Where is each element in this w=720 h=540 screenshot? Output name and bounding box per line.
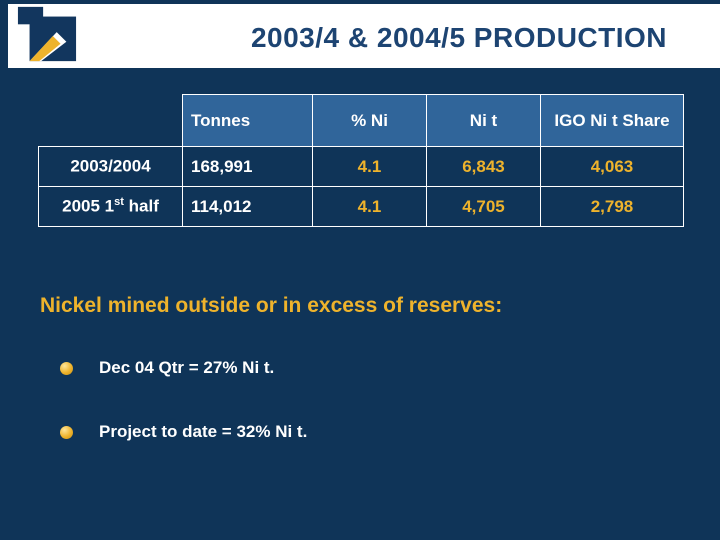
cell-ni-t: 6,843 (426, 146, 541, 187)
cell-igo-share: 4,063 (540, 146, 684, 187)
bullet-list: Dec 04 Qtr = 27% Ni t. Project to date =… (60, 358, 307, 486)
production-table: Tonnes % Ni Ni t IGO Ni t Share 2003/200… (38, 94, 684, 227)
bullet-icon (60, 425, 73, 439)
col-header-pct-ni: % Ni (312, 94, 427, 147)
col-header-igo-share: IGO Ni t Share (540, 94, 684, 147)
cell-igo-share: 2,798 (540, 186, 684, 227)
row-label-2005-1st-half: 2005 1st half (38, 186, 183, 227)
col-header-ni-t: Ni t (426, 94, 541, 147)
col-header-tonnes: Tonnes (182, 94, 313, 147)
subheading: Nickel mined outside or in excess of res… (40, 294, 503, 317)
title-band: 2003/4 & 2004/5 PRODUCTION (8, 4, 720, 68)
table-row: 2003/2004 168,991 4.1 6,843 4,063 (38, 146, 684, 187)
company-logo-icon (17, 6, 77, 62)
row-label-superscript: st (114, 196, 124, 209)
table-header-row: Tonnes % Ni Ni t IGO Ni t Share (39, 94, 684, 147)
row-label-text: half (123, 197, 159, 217)
row-label-text: 2005 1 (62, 197, 115, 217)
bullet-icon (60, 361, 73, 375)
row-label-2003-2004: 2003/2004 (38, 146, 183, 187)
bullet-text: Project to date = 32% Ni t. (99, 422, 308, 441)
cell-pct-ni: 4.1 (312, 146, 427, 187)
list-item: Project to date = 32% Ni t. (60, 422, 307, 442)
slide-title: 2003/4 & 2004/5 PRODUCTION (250, 22, 668, 53)
table-row: 2005 1st half 114,012 4.1 4,705 2,798 (38, 186, 684, 227)
list-item: Dec 04 Qtr = 27% Ni t. (60, 358, 307, 378)
row-label-text: 2003/2004 (70, 157, 151, 177)
bullet-text: Dec 04 Qtr = 27% Ni t. (99, 358, 275, 377)
cell-tonnes: 114,012 (182, 186, 313, 227)
cell-ni-t: 4,705 (426, 186, 541, 227)
table-corner-cell (39, 95, 183, 147)
cell-pct-ni: 4.1 (312, 186, 427, 227)
cell-tonnes: 168,991 (182, 146, 313, 187)
